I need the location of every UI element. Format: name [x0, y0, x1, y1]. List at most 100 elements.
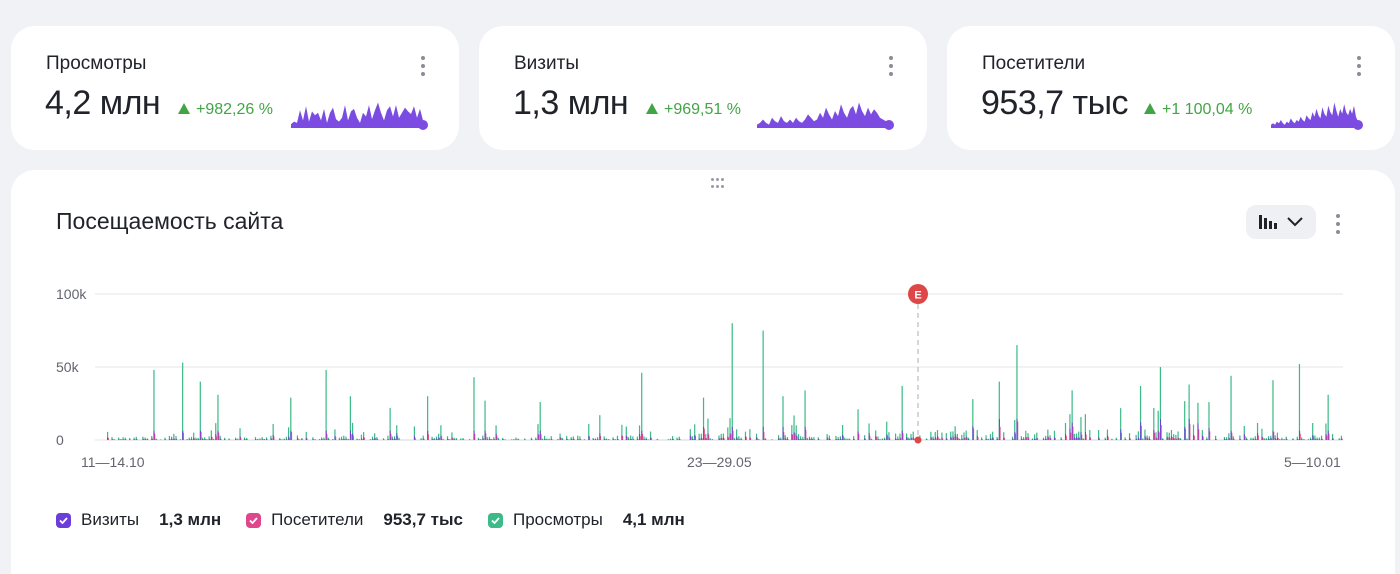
- bar-visits: [625, 435, 627, 440]
- bar-visitors: [1321, 438, 1323, 440]
- kpi-card-visitors[interactable]: Посетители 953,7 тыс +1 100,04 %: [947, 26, 1395, 150]
- bar-visitors: [216, 436, 218, 440]
- bar-views: [638, 425, 641, 440]
- chart-type-selector[interactable]: [1246, 205, 1316, 239]
- bar-views: [120, 438, 122, 440]
- bar-visitors: [1297, 439, 1299, 440]
- bar-visits: [934, 437, 936, 440]
- bar-visits: [1115, 439, 1117, 440]
- bar-visitors: [739, 439, 741, 440]
- bar-visits: [548, 439, 550, 440]
- bar-views: [864, 435, 866, 440]
- bar-visitors: [633, 439, 635, 440]
- bar-visitors: [1061, 439, 1063, 440]
- bar-visitors: [708, 434, 710, 440]
- more-menu-icon[interactable]: [885, 54, 897, 76]
- bar-visitors: [785, 438, 787, 440]
- bar-visitors: [999, 426, 1001, 440]
- bar-views: [237, 438, 239, 440]
- checkbox-checked-icon[interactable]: [246, 512, 262, 528]
- bar-visitors: [485, 433, 487, 440]
- bar-visits: [707, 433, 709, 440]
- bar-visits: [1160, 418, 1162, 440]
- bar-visits: [438, 437, 440, 440]
- bar-views: [930, 431, 932, 440]
- bar-views: [107, 431, 109, 440]
- bar-visits: [981, 439, 983, 440]
- checkbox-checked-icon[interactable]: [487, 512, 503, 528]
- kpi-card-views[interactable]: Просмотры 4,2 млн +982,26 %: [11, 26, 459, 150]
- kpi-card-visits[interactable]: Визиты 1,3 млн +969,51 %: [479, 26, 927, 150]
- bar-visitors: [247, 439, 248, 440]
- checkbox-checked-icon[interactable]: [56, 512, 71, 528]
- bar-visitors: [869, 435, 871, 440]
- bar-views: [279, 438, 281, 440]
- bar-visits: [219, 438, 221, 440]
- bar-visitors: [1167, 437, 1169, 440]
- bar-views: [369, 439, 371, 440]
- bar-views: [1272, 380, 1274, 440]
- bar-visitors: [1299, 433, 1301, 440]
- bar-views: [557, 439, 559, 440]
- bar-visits: [835, 438, 837, 440]
- bar-views: [669, 438, 672, 440]
- bar-visits: [383, 439, 385, 440]
- bar-visitors: [545, 439, 546, 440]
- bar-views: [193, 432, 195, 440]
- bar-views: [1307, 439, 1309, 440]
- bar-visits: [884, 439, 886, 440]
- bar-visits: [961, 438, 963, 440]
- bar-visits: [641, 430, 643, 440]
- bar-views: [771, 439, 773, 440]
- bar-views: [1031, 438, 1034, 440]
- bar-visitors: [1004, 437, 1005, 440]
- bar-visitors: [1231, 432, 1233, 440]
- bar-visitors: [474, 434, 476, 440]
- bar-visitors: [341, 439, 343, 440]
- bar-visitors: [703, 428, 705, 440]
- bar-views: [612, 437, 614, 440]
- bar-visitors: [580, 439, 582, 440]
- bar-views: [246, 437, 248, 440]
- legend-item-visitors[interactable]: Посетители 953,7 тыс: [246, 510, 463, 530]
- bar-visits: [341, 439, 343, 440]
- bar-views: [645, 437, 647, 440]
- bar-views: [758, 439, 760, 440]
- bar-visits: [559, 437, 561, 440]
- bar-visitors: [1293, 439, 1295, 440]
- more-menu-icon[interactable]: [1353, 54, 1365, 76]
- bar-views: [762, 330, 764, 440]
- bar-visits: [387, 438, 389, 440]
- bar-visits: [1084, 431, 1086, 440]
- bar-visitors: [266, 439, 268, 440]
- bar-visits: [985, 438, 987, 440]
- bar-visitors: [1138, 438, 1140, 440]
- bar-visitors: [745, 436, 747, 440]
- bar-visits: [1082, 439, 1084, 440]
- bar-views: [427, 396, 429, 440]
- bar-views: [219, 435, 221, 440]
- bar-views: [239, 428, 241, 440]
- bar-visits: [1020, 438, 1022, 440]
- drag-handle-icon[interactable]: [711, 178, 725, 190]
- bar-visitors: [1034, 438, 1036, 440]
- bar-views: [1331, 433, 1334, 440]
- bar-views: [736, 429, 738, 440]
- bar-views: [482, 435, 484, 440]
- legend-item-visits[interactable]: Визиты 1,3 млн: [56, 510, 221, 530]
- bar-views: [179, 439, 182, 440]
- bar-views: [1252, 437, 1254, 440]
- more-menu-icon[interactable]: [417, 54, 429, 76]
- bar-visitors: [196, 439, 198, 440]
- bar-visits: [544, 438, 546, 440]
- bar-visitors: [1158, 432, 1160, 440]
- bar-views: [738, 436, 740, 440]
- bar-visits: [1184, 426, 1186, 440]
- legend-item-views[interactable]: Просмотры 4,1 млн: [487, 510, 685, 530]
- more-menu-icon[interactable]: [1332, 212, 1344, 234]
- bar-visits: [945, 438, 947, 440]
- bar-visitors: [489, 438, 491, 440]
- bar-visits: [963, 437, 965, 440]
- bar-views: [261, 436, 263, 440]
- bar-views: [782, 396, 784, 440]
